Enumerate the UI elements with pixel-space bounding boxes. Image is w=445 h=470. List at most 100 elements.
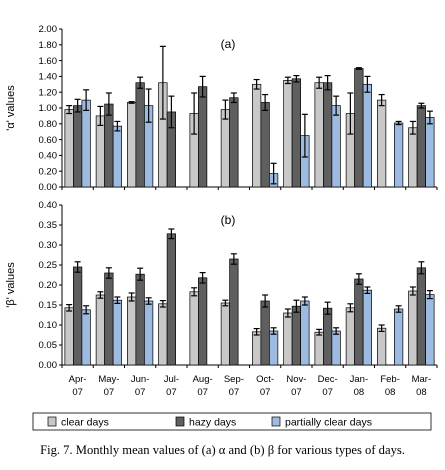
x-tick-label: Nov- [286, 374, 306, 385]
bar-clear-days-Jun-07 [127, 296, 137, 366]
legend-box [32, 412, 432, 431]
x-tick-label-year: 07 [197, 387, 208, 398]
bar-hazy-days-Nov-07 [291, 305, 301, 366]
legend: clear days hazy days partially clear days [32, 412, 432, 431]
x-tick-label-year: 07 [166, 387, 177, 398]
bar-clear-days-Dec-07 [314, 82, 324, 188]
x-tick-label-year: 07 [104, 387, 115, 398]
x-tick-label-year: 08 [385, 387, 396, 398]
bar-partially-clear-days-Mar-08 [425, 117, 435, 188]
y-tick-label: 0.60 [39, 135, 58, 146]
bar-clear-days-Apr-07 [64, 307, 74, 366]
y-axis-label: 'α' values [5, 85, 17, 131]
x-tick-label: Jun- [131, 374, 149, 385]
y-tick-label: 2.00 [39, 24, 58, 35]
x-tick-label: Jul- [164, 374, 179, 385]
legend-label: partially clear days [285, 417, 372, 429]
bar-clear-days-May-07 [95, 294, 105, 366]
legend-label: clear days [61, 417, 109, 429]
y-tick-label: 1.60 [39, 56, 58, 67]
x-tick-label: Apr- [69, 374, 87, 385]
y-tick-label: 0.20 [39, 280, 58, 291]
y-tick-label: 1.00 [39, 103, 58, 114]
y-axis-label: 'β' values [5, 262, 17, 308]
bar-partially-clear-days-May-07 [112, 125, 122, 188]
bar-hazy-days-Sep-07 [229, 97, 239, 188]
bar-hazy-days-Oct-07 [260, 300, 270, 366]
y-tick-label: 0.00 [39, 360, 58, 371]
bar-partially-clear-days-Jun-07 [144, 300, 154, 366]
bar-clear-days-Oct-07 [252, 83, 262, 188]
x-tick-label: Sep- [224, 374, 244, 385]
x-tick-label: Dec- [318, 374, 338, 385]
bar-hazy-days-Oct-07 [260, 102, 270, 188]
y-tick-label: 1.80 [39, 40, 58, 51]
bar-hazy-days-Jan-08 [354, 68, 364, 188]
chart-panel-beta: 0.00 0.05 0.10 0.15 0.20 0.25 0.30 0.35 0.40 'β' … [5, 200, 438, 371]
chart-svg: 0.00 0.20 0.40 0.60 0.80 1.00 1.20 1.40 1.60 1.80… [5, 24, 438, 431]
bar-hazy-days-Mar-08 [416, 267, 426, 366]
y-tick-label: 1.20 [39, 87, 58, 98]
bar-hazy-days-Sep-07 [229, 258, 239, 366]
bar-partially-clear-days-Jan-08 [362, 83, 372, 188]
y-tick-label: 0.15 [39, 300, 58, 311]
bar-partially-clear-days-Jan-08 [362, 289, 372, 366]
x-tick-label: Oct- [256, 374, 274, 385]
y-tick-label: 0.30 [39, 240, 58, 251]
bar-clear-days-Dec-07 [314, 331, 324, 366]
y-tick-label: 0.40 [39, 151, 58, 162]
bar-hazy-days-Jun-07 [135, 82, 145, 188]
bar-hazy-days-Apr-07 [73, 266, 83, 366]
bar-hazy-days-May-07 [104, 272, 114, 366]
x-tick-label-year: 07 [72, 387, 83, 398]
y-tick-label: 0.10 [39, 320, 58, 331]
bar-partially-clear-days-Apr-07 [81, 99, 91, 188]
bar-hazy-days-Dec-07 [323, 307, 333, 366]
bar-partially-clear-days-Apr-07 [81, 309, 91, 366]
bar-clear-days-Apr-07 [64, 109, 74, 188]
bar-partially-clear-days-Feb-08 [394, 308, 404, 366]
bar-hazy-days-Nov-07 [291, 78, 301, 188]
bar-clear-days-Jul-07 [158, 303, 168, 366]
bar-clear-days-Mar-08 [408, 127, 418, 188]
y-tick-label: 0.05 [39, 340, 58, 351]
x-tick-label-year: 07 [260, 387, 271, 398]
x-tick-label: Jan- [350, 374, 368, 385]
x-tick-label-year: 07 [135, 387, 146, 398]
bar-partially-clear-days-Oct-07 [269, 330, 279, 366]
bar-hazy-days-Aug-07 [198, 277, 208, 366]
bar-hazy-days-Jan-08 [354, 278, 364, 366]
bar-clear-days-Feb-08 [377, 99, 387, 188]
bar-clear-days-Jan-08 [345, 307, 355, 366]
bar-hazy-days-Apr-07 [73, 105, 83, 188]
panel-label: (a) [221, 37, 236, 51]
y-tick-label: 0.00 [39, 182, 58, 193]
bar-clear-days-May-07 [95, 115, 105, 188]
legend-swatch-clear-days [47, 416, 57, 427]
legend-label: hazy days [189, 417, 236, 429]
bar-hazy-days-May-07 [104, 103, 114, 188]
bar-hazy-days-Jul-07 [166, 233, 176, 366]
x-tick-label: Aug- [193, 374, 213, 385]
x-tick-label: May- [98, 374, 119, 385]
bar-hazy-days-Mar-08 [416, 105, 426, 188]
bar-partially-clear-days-Mar-08 [425, 294, 435, 366]
legend-swatch-partially-clear-days [271, 416, 281, 427]
x-tick-label-year: 07 [291, 387, 302, 398]
bar-clear-days-Oct-07 [252, 331, 262, 366]
x-tick-label: Feb- [380, 374, 400, 385]
chart-panel-alpha: 0.00 0.20 0.40 0.60 0.80 1.00 1.20 1.40 1.60 1.80… [5, 24, 438, 193]
bar-partially-clear-days-Nov-07 [300, 300, 310, 366]
bar-clear-days-Aug-07 [189, 291, 199, 366]
panel-label: (b) [221, 213, 236, 227]
x-tick-label-year: 08 [416, 387, 427, 398]
bar-partially-clear-days-Feb-08 [394, 122, 404, 188]
bar-clear-days-Sep-07 [220, 109, 230, 188]
bar-clear-days-Sep-07 [220, 302, 230, 366]
y-tick-label: 0.40 [39, 200, 58, 211]
x-tick-label-year: 07 [322, 387, 333, 398]
y-tick-label: 0.20 [39, 166, 58, 177]
figure-caption: Fig. 7. Monthly mean values of (a) α and… [40, 443, 405, 457]
bar-partially-clear-days-Dec-07 [331, 105, 341, 188]
y-tick-label: 0.35 [39, 220, 58, 231]
